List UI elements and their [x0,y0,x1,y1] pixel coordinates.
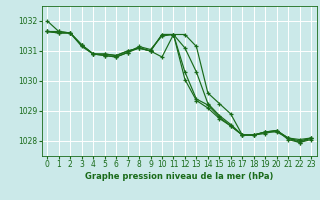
X-axis label: Graphe pression niveau de la mer (hPa): Graphe pression niveau de la mer (hPa) [85,172,273,181]
